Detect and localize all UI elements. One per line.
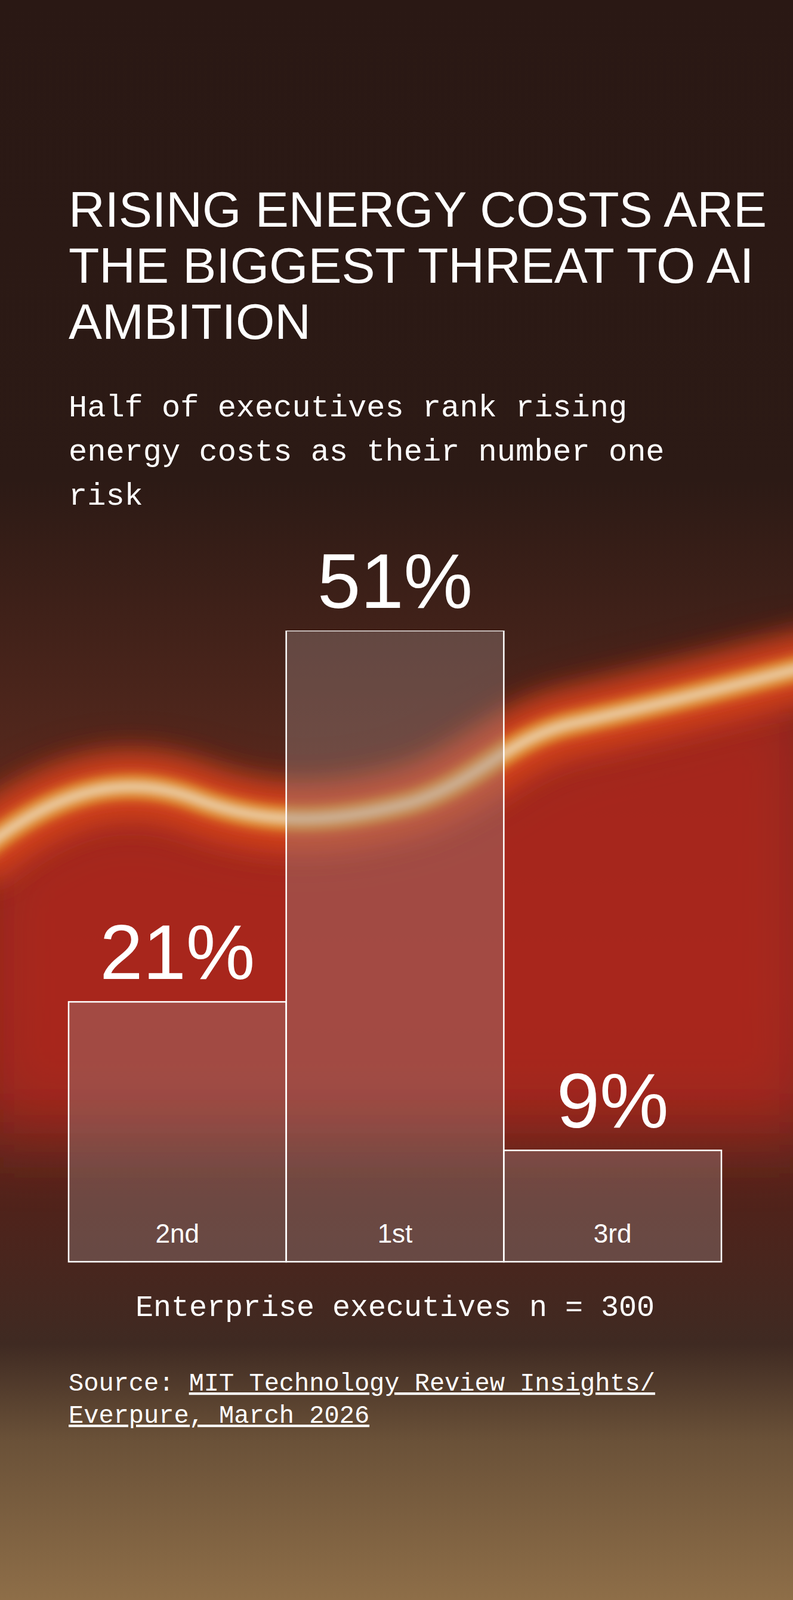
data-label: 21%: [99, 908, 255, 996]
note: Enterprise executives n = 300: [135, 1291, 655, 1326]
category-label: 3rd: [593, 1219, 632, 1249]
category-label: 1st: [377, 1219, 413, 1249]
data-label: 51%: [317, 537, 473, 625]
bar: [503, 1150, 722, 1262]
title: RISING ENERGY COSTS ARETHE BIGGEST THREA…: [68, 181, 767, 350]
source-link[interactable]: Everpure, March 2026: [68, 1402, 370, 1431]
data-label: 9%: [556, 1057, 669, 1145]
bars: [68, 630, 722, 1262]
source: Source: MIT Technology Review Insights/E…: [68, 1369, 656, 1431]
category-label: 2nd: [155, 1219, 200, 1249]
source-label: Source:: [68, 1369, 190, 1399]
labels: 21% 2nd 51% 1st 9% 3rd: [99, 537, 669, 1249]
bar: [68, 1001, 287, 1262]
subtitle: Half of executives rank risingenergy cos…: [68, 390, 665, 515]
chart-canvas: RISING ENERGY COSTS ARETHE BIGGEST THREA…: [0, 0, 793, 1600]
source-link[interactable]: MIT Technology Review Insights/: [189, 1369, 656, 1399]
bar: [286, 630, 505, 1262]
